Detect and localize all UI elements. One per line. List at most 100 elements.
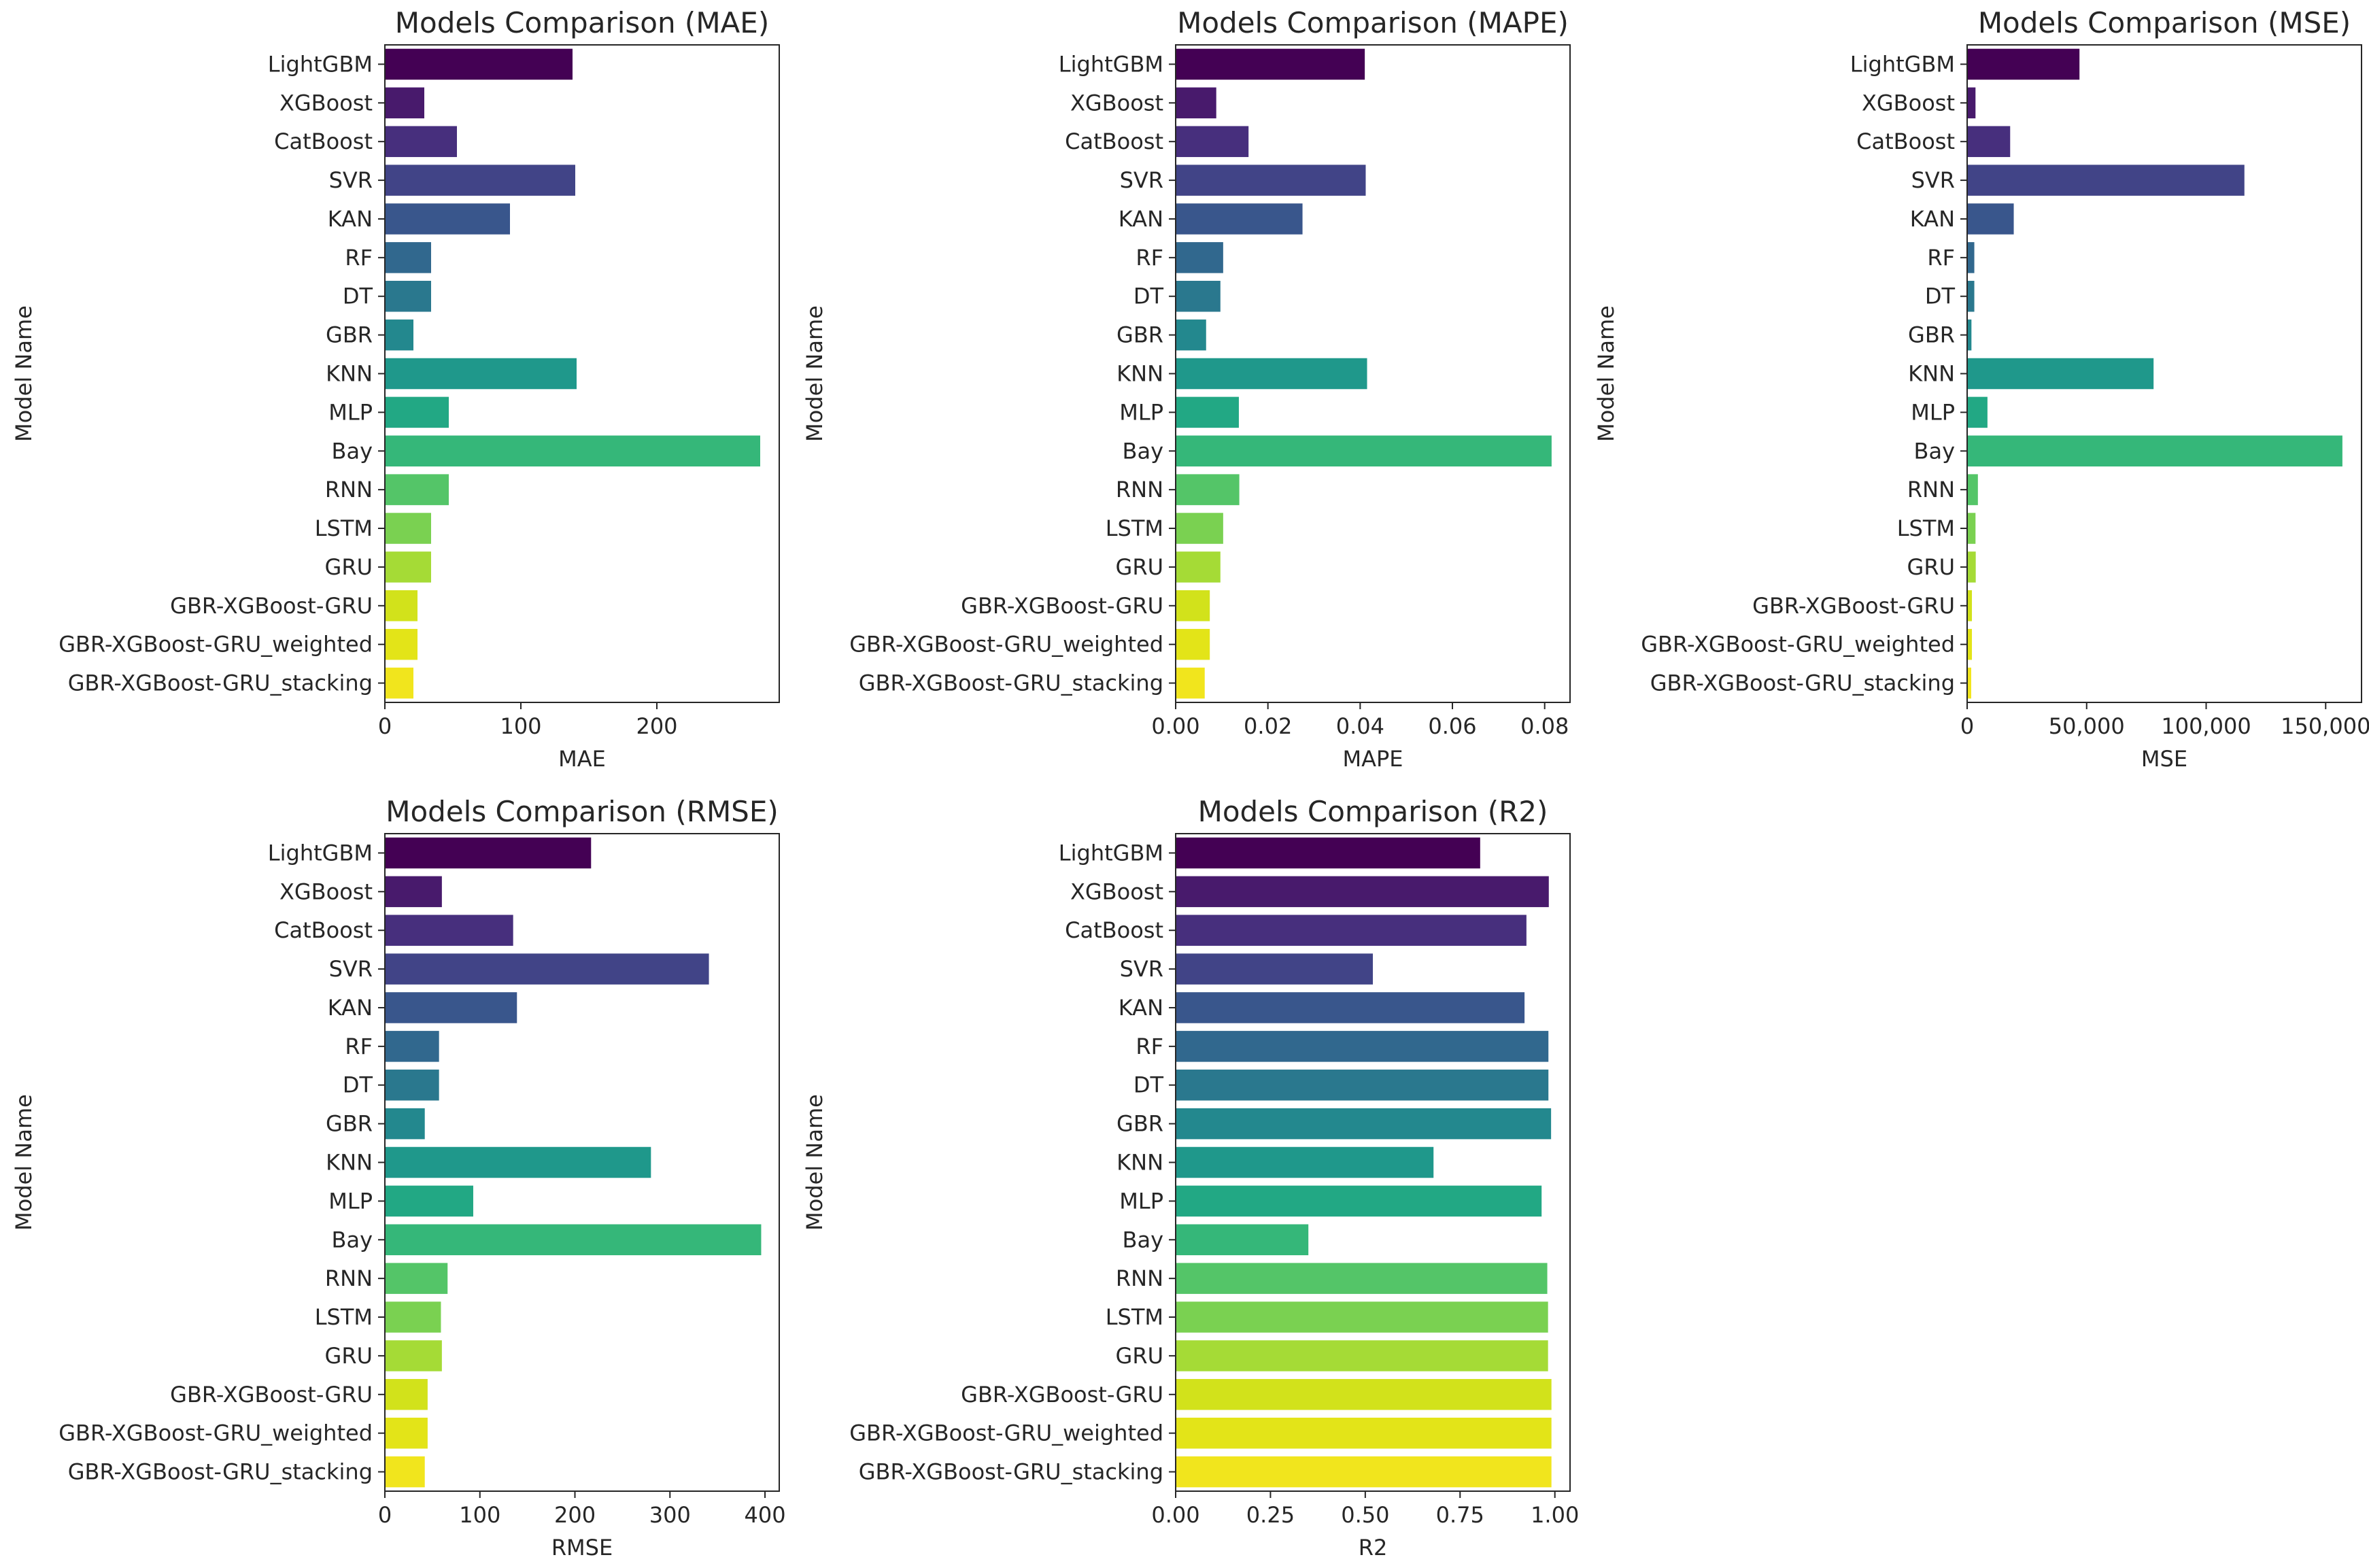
bar-catboost: [385, 126, 457, 157]
bar-bay: [1176, 1224, 1309, 1256]
y-tick-label: GBR-XGBoost-GRU_weighted: [849, 1420, 1163, 1446]
y-tick-label: GBR-XGBoost-GRU_weighted: [58, 632, 373, 658]
bar-rf: [1967, 242, 1975, 273]
bar-knn: [385, 358, 577, 390]
bar-svr: [1967, 165, 2245, 196]
bar-svr: [1176, 953, 1373, 985]
y-tick-label: MLP: [1911, 399, 1955, 425]
y-tick-label: LSTM: [315, 1304, 373, 1330]
bar-xgboost: [385, 876, 442, 908]
chart-panel-3: LightGBM XGBoost CatBoost SVR KAN RF DT GBR KNN M…: [1593, 6, 2369, 772]
y-tick-label: GRU: [1116, 554, 1163, 580]
y-tick-label: GBR: [1117, 1111, 1163, 1137]
y-tick-label: KNN: [326, 361, 373, 387]
bar-gbr-xgboost-gru: [385, 590, 417, 621]
y-tick-label: GBR-XGBoost-GRU_stacking: [859, 1459, 1163, 1485]
bar-gbr-xgboost-gru_weighted: [385, 1417, 428, 1449]
bar-xgboost: [1176, 876, 1549, 908]
bar-xgboost: [1176, 87, 1216, 119]
bar-rf: [385, 1031, 439, 1062]
y-tick-label: CatBoost: [274, 917, 373, 943]
bar-gbr-xgboost-gru_weighted: [1967, 628, 1973, 660]
y-tick-label: DT: [1134, 284, 1164, 309]
y-tick-label: SVR: [1911, 167, 1955, 193]
x-tick-label: 0.00: [1151, 713, 1199, 739]
y-tick-label: RNN: [325, 477, 373, 502]
x-tick-label: 0: [378, 713, 392, 739]
chart-title: Models Comparison (R2): [1198, 795, 1548, 828]
bar-gbr-xgboost-gru_stacking: [385, 667, 413, 699]
bar-gbr-xgboost-gru_stacking: [1176, 667, 1205, 699]
bar-dt: [1176, 280, 1221, 312]
x-tick-label: 0: [378, 1502, 392, 1528]
y-axis-label: Model Name: [11, 305, 37, 442]
y-tick-label: XGBoost: [1070, 90, 1163, 116]
y-tick-label: DT: [343, 1072, 373, 1098]
y-tick-label: GBR-XGBoost-GRU_weighted: [849, 632, 1163, 658]
bar-lightgbm: [1967, 48, 2080, 80]
x-tick-label: 100: [459, 1502, 500, 1528]
bar-rnn: [385, 1263, 448, 1294]
y-tick-label: GBR: [1908, 322, 1955, 348]
x-tick-label: 100: [500, 713, 541, 739]
bar-catboost: [385, 915, 513, 946]
y-tick-label: LightGBM: [1059, 51, 1163, 77]
y-tick-label: XGBoost: [1862, 90, 1955, 116]
bar-mlp: [1176, 1185, 1542, 1217]
y-tick-label: RNN: [1116, 1265, 1163, 1291]
bar-lightgbm: [1176, 48, 1365, 80]
y-tick-label: LSTM: [1897, 515, 1955, 541]
y-tick-label: LightGBM: [1059, 840, 1163, 866]
y-tick-label: GRU: [1907, 554, 1955, 580]
y-tick-label: GRU: [325, 554, 373, 580]
x-tick-label: 0.75: [1436, 1502, 1484, 1528]
bar-lstm: [1176, 513, 1223, 544]
y-tick-label: GBR-XGBoost-GRU: [170, 593, 373, 619]
y-tick-label: GRU: [325, 1343, 373, 1369]
bar-svr: [385, 953, 709, 985]
bar-gbr-xgboost-gru: [1176, 1379, 1552, 1410]
x-tick-label: 400: [744, 1502, 785, 1528]
bar-xgboost: [1967, 87, 1976, 119]
bar-gru: [1176, 551, 1221, 583]
y-tick-label: GBR-XGBoost-GRU: [170, 1382, 373, 1408]
y-tick-label: RNN: [1907, 477, 1955, 502]
y-tick-label: GBR-XGBoost-GRU_stacking: [68, 670, 373, 696]
y-tick-label: MLP: [1119, 1188, 1163, 1214]
bar-kan: [1176, 992, 1525, 1023]
bar-lstm: [1967, 513, 1976, 544]
y-axis-label: Model Name: [11, 1094, 37, 1231]
x-tick-label: 200: [554, 1502, 596, 1528]
y-tick-label: GBR-XGBoost-GRU_stacking: [859, 670, 1163, 696]
bar-catboost: [1176, 126, 1249, 157]
y-tick-label: SVR: [329, 167, 373, 193]
y-tick-label: KAN: [328, 206, 373, 232]
y-tick-label: GBR: [326, 1111, 373, 1137]
y-tick-label: LSTM: [315, 515, 373, 541]
x-tick-label: 0.08: [1520, 713, 1569, 739]
y-tick-label: XGBoost: [279, 879, 373, 904]
bar-dt: [1967, 280, 1975, 312]
bar-dt: [385, 280, 431, 312]
bar-catboost: [1176, 915, 1527, 946]
bar-rnn: [1176, 1263, 1548, 1294]
y-tick-label: DT: [1925, 284, 1956, 309]
x-tick-label: 200: [636, 713, 677, 739]
y-tick-label: RF: [1136, 1034, 1163, 1059]
bar-mlp: [385, 396, 449, 428]
y-axis-label: Model Name: [802, 305, 828, 442]
x-tick-label: 100,000: [2161, 713, 2251, 739]
y-tick-label: SVR: [329, 956, 373, 982]
bar-kan: [1176, 203, 1303, 235]
bar-dt: [1176, 1069, 1549, 1101]
y-tick-label: Bay: [332, 438, 373, 464]
bar-rnn: [385, 474, 449, 505]
y-tick-label: GBR-XGBoost-GRU_stacking: [1650, 670, 1955, 696]
bar-gru: [385, 1340, 442, 1371]
y-tick-label: SVR: [1120, 167, 1163, 193]
bar-kan: [385, 203, 510, 235]
y-axis-label: Model Name: [1593, 305, 1619, 442]
y-tick-label: GBR: [326, 322, 373, 348]
chart-panel-2: LightGBM XGBoost CatBoost SVR KAN RF DT GBR KNN M…: [802, 6, 1571, 772]
bar-bay: [385, 1224, 762, 1256]
